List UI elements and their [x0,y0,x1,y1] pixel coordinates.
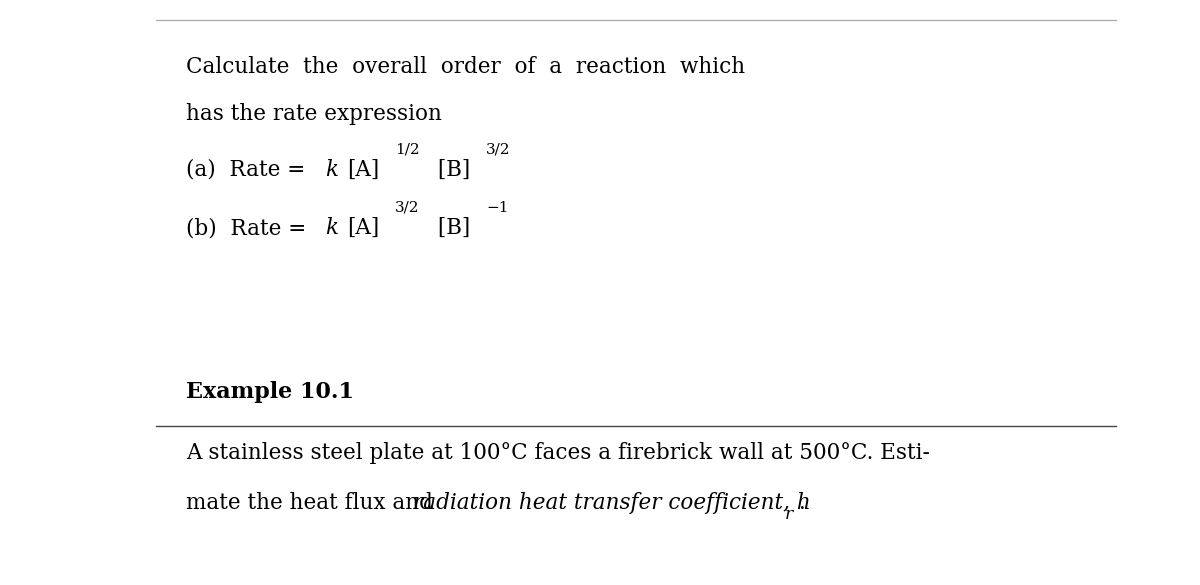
Text: −1: −1 [486,201,509,215]
Text: [A]: [A] [347,217,379,239]
Text: 3/2: 3/2 [395,201,419,215]
Text: Calculate  the  overall  order  of  a  reaction  which: Calculate the overall order of a reactio… [186,56,745,78]
Text: (b)  Rate =: (b) Rate = [186,217,313,239]
Text: 1/2: 1/2 [395,142,420,156]
Text: radiation heat transfer coefficient, h: radiation heat transfer coefficient, h [413,492,810,514]
Text: k: k [325,159,338,181]
Text: has the rate expression: has the rate expression [186,103,442,125]
Text: (a)  Rate =: (a) Rate = [186,159,312,181]
Text: [A]: [A] [347,159,379,181]
Text: k: k [325,217,338,239]
Text: mate the heat flux and: mate the heat flux and [186,492,439,514]
Text: 3/2: 3/2 [486,142,510,156]
Text: [B]: [B] [431,159,470,181]
Text: A stainless steel plate at 100°C faces a firebrick wall at 500°C. Esti-: A stainless steel plate at 100°C faces a… [186,442,930,464]
Text: .: . [799,492,806,514]
Text: r: r [785,507,793,524]
Text: [B]: [B] [431,217,470,239]
Text: Example 10.1: Example 10.1 [186,381,354,403]
